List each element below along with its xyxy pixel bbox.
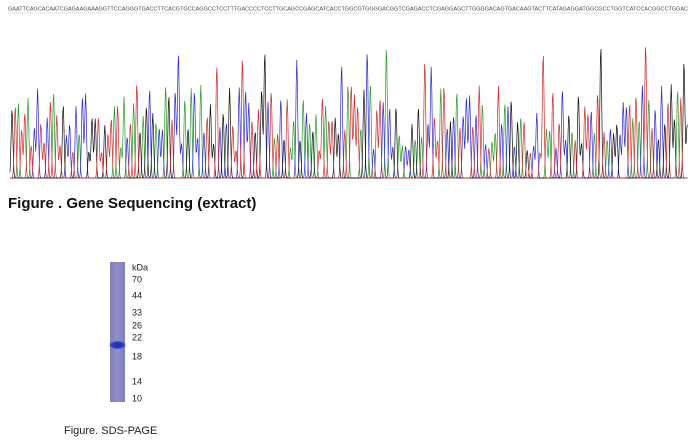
trace bbox=[10, 47, 688, 179]
marker-label: 70 bbox=[132, 274, 142, 284]
marker-labels: kDa 70 44 33 26 22 18 14 10 bbox=[132, 262, 148, 403]
trace bbox=[10, 50, 688, 179]
marker-label: 33 bbox=[132, 307, 142, 317]
marker-label: 14 bbox=[132, 376, 142, 386]
gel-lane bbox=[110, 262, 125, 402]
marker-label: 44 bbox=[132, 290, 142, 300]
marker-label: 22 bbox=[132, 332, 142, 342]
chromatogram bbox=[9, 47, 688, 179]
marker-label: 10 bbox=[132, 393, 142, 403]
marker-label: 18 bbox=[132, 351, 142, 361]
marker-label: 26 bbox=[132, 320, 142, 330]
protein-band bbox=[108, 340, 127, 350]
sequencing-caption: Figure . Gene Sequencing (extract) bbox=[8, 195, 256, 212]
unit-label: kDa bbox=[132, 262, 148, 272]
sequence-text: GAATTCAGCACAATCGAGAAGAAAGGTTCCAGGGTGACCT… bbox=[8, 6, 688, 12]
sds-caption: Figure. SDS-PAGE bbox=[64, 425, 157, 437]
